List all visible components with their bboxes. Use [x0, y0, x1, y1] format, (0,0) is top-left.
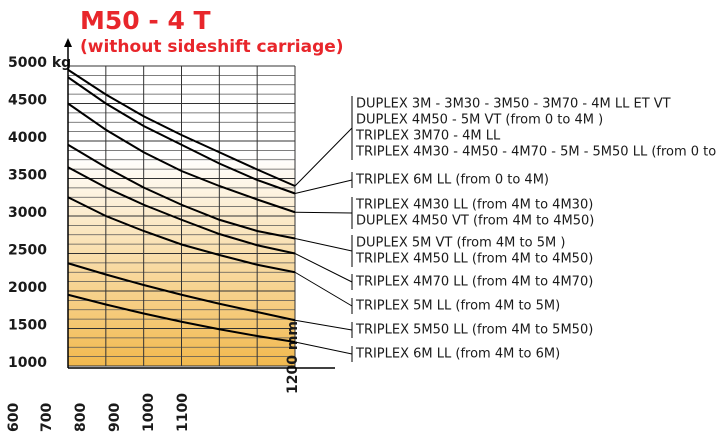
y-tick-label: 4000	[8, 130, 47, 146]
series-line	[67, 166, 296, 255]
series-label: TRIPLEX 4M30 - 4M50 - 4M70 - 5M - 5M50 L…	[355, 145, 716, 160]
y-tick-label: 4500	[8, 93, 47, 109]
series-line	[67, 262, 296, 322]
series-label: TRIPLEX 5M50 LL (from 4M to 5M50)	[355, 323, 593, 338]
x-tick-label: 700	[39, 403, 55, 432]
series-label: TRIPLEX 4M30 LL (from 4M to 4M30)	[355, 198, 593, 213]
series-label: TRIPLEX 6M LL (from 4M to 6M)	[355, 347, 560, 362]
series-label: TRIPLEX 6M LL (from 0 to 4M)	[355, 173, 549, 188]
y-tick-label: 5000 kg	[8, 55, 71, 71]
x-tick-label: 1200 mm	[285, 321, 301, 394]
chart-subtitle: (without sideshift carriage)	[80, 37, 344, 57]
series-label: DUPLEX 4M50 - 5M VT (from 0 to 4M )	[356, 113, 603, 128]
series-label: TRIPLEX 5M LL (from 4M to 5M)	[355, 299, 560, 314]
y-tick-label: 1500	[8, 318, 47, 334]
series-line	[67, 68, 296, 187]
series-label: DUPLEX 4M50 VT (from 4M to 4M50)	[356, 214, 594, 229]
y-tick-label: 2500	[8, 243, 47, 259]
series-label: DUPLEX 3M - 3M30 - 3M50 - 3M70 - 4M LL E…	[356, 97, 671, 112]
series-line	[67, 76, 296, 195]
leader-line	[294, 253, 353, 283]
series-line	[67, 143, 296, 240]
y-tick-label: 1000	[8, 355, 47, 371]
y-tick-label: 3000	[8, 205, 47, 221]
x-tick-label: 1000	[141, 393, 157, 432]
x-tick-label: 600	[6, 403, 22, 432]
y-tick-label: 2000	[8, 280, 47, 296]
x-tick-label: 1100	[175, 393, 191, 432]
series-label: DUPLEX 5M VT (from 4M to 5M )	[356, 236, 565, 251]
series-line	[67, 293, 296, 343]
leader-line	[294, 238, 353, 252]
leader-line	[294, 319, 353, 331]
series-line	[67, 102, 296, 214]
series-label: TRIPLEX 4M70 LL (from 4M to 4M70)	[355, 275, 593, 290]
x-tick-label: 900	[107, 403, 123, 432]
y-tick-label: 3500	[8, 168, 47, 184]
leader-line	[294, 271, 353, 307]
series-label: TRIPLEX 4M50 LL (from 4M to 4M50)	[355, 252, 593, 267]
series-label: TRIPLEX 3M70 - 4M LL	[355, 129, 501, 144]
leader-line	[294, 127, 353, 187]
series-line	[67, 196, 296, 274]
leader-line	[294, 211, 353, 214]
y-axis-arrow	[64, 38, 72, 47]
x-tick-label: 800	[73, 403, 89, 432]
chart-title: M50 - 4 T	[80, 6, 211, 35]
leader-line	[294, 179, 353, 194]
leader-line	[294, 341, 353, 355]
